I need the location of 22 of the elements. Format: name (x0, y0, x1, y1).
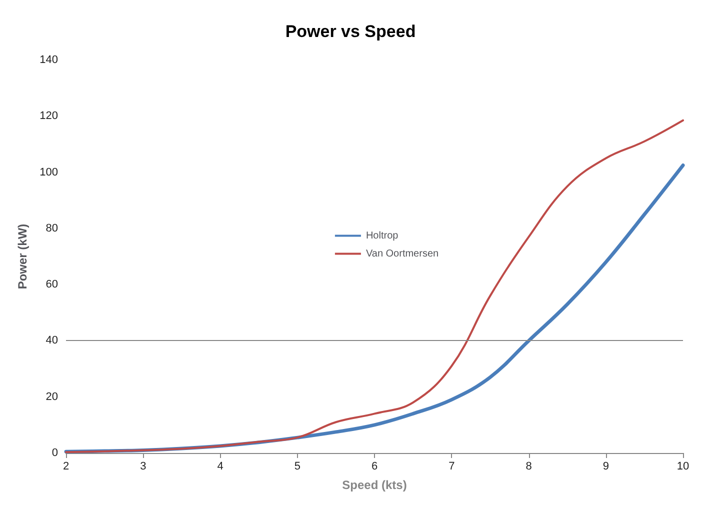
x-tick-label: 9 (602, 460, 609, 472)
x-tick-label: 10 (676, 460, 690, 472)
y-tick-label: 120 (40, 110, 58, 122)
y-tick-label: 40 (46, 334, 58, 347)
y-tick-label: 0 (52, 447, 58, 459)
x-tick-label: 7 (448, 460, 455, 472)
y-tick-label: 100 (40, 166, 58, 178)
x-tick-label: 5 (294, 460, 300, 472)
y-tick-label: 20 (46, 390, 58, 403)
legend-label: Van Oortmersen (366, 248, 439, 260)
legend-label: Holtrop (366, 230, 399, 242)
x-tick-label: 3 (140, 460, 146, 472)
x-axis-title: Speed (kts) (342, 478, 407, 492)
x-tick-label: 8 (526, 460, 532, 472)
y-axis-title: Power (kW) (16, 224, 30, 290)
x-tick-label: 4 (217, 460, 224, 472)
y-tick-label: 80 (46, 222, 58, 234)
y-tick-label: 140 (40, 54, 58, 66)
chart-title: Power vs Speed (285, 22, 416, 41)
y-tick-label: 60 (46, 278, 58, 291)
x-tick-label: 2 (62, 460, 70, 472)
x-tick-label: 6 (371, 460, 378, 472)
